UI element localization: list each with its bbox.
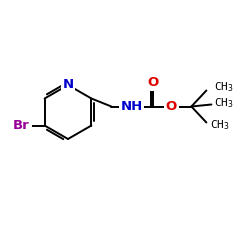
Text: O: O <box>148 76 159 90</box>
Text: CH$_3$: CH$_3$ <box>214 80 234 94</box>
Text: N: N <box>62 78 74 92</box>
Text: CH$_3$: CH$_3$ <box>210 118 230 132</box>
Text: Br: Br <box>13 119 30 132</box>
Text: CH$_3$: CH$_3$ <box>214 96 234 110</box>
Text: O: O <box>166 100 177 113</box>
Text: NH: NH <box>120 100 142 113</box>
